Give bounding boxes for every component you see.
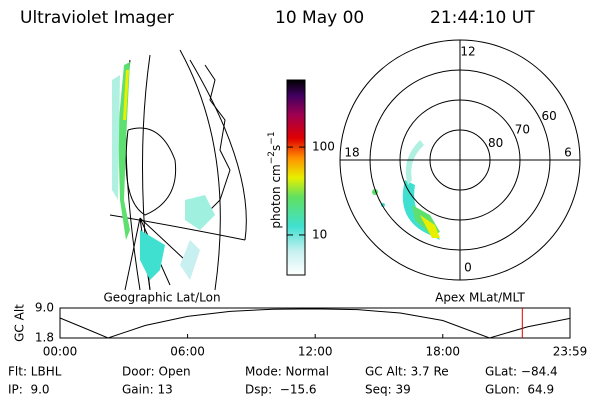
altitude-line bbox=[59, 308, 571, 339]
info-field: Gain: 13 bbox=[122, 383, 173, 397]
x-tick-label: 12:00 bbox=[298, 345, 333, 359]
time: 21:44:10 UT bbox=[430, 8, 535, 28]
exponent: −2 bbox=[267, 151, 277, 164]
info-field: Door: Open bbox=[122, 365, 191, 379]
colorbar bbox=[286, 79, 306, 276]
info-field: Seq: 39 bbox=[365, 383, 411, 397]
x-tick-label: 23:59 bbox=[553, 345, 588, 359]
panel-label: Geographic Lat/Lon bbox=[103, 291, 220, 305]
mlt-label: 0 bbox=[464, 261, 472, 275]
mlt-label: 6 bbox=[564, 146, 572, 160]
polar-image bbox=[372, 140, 440, 240]
x-tick-label: 18:00 bbox=[425, 345, 460, 359]
y-tick-label: 9.0 bbox=[35, 301, 54, 315]
info-field: Dsp: −15.6 bbox=[245, 383, 317, 397]
x-tick-label: 06:00 bbox=[170, 345, 205, 359]
y-tick-label: 1.8 bbox=[35, 331, 54, 345]
plot-frame bbox=[59, 307, 571, 339]
info-field: GLat: −84.4 bbox=[485, 365, 558, 379]
title: Ultraviolet Imager bbox=[20, 8, 174, 28]
y-axis-label: GC Alt bbox=[13, 304, 27, 342]
mlt-label: 12 bbox=[460, 45, 475, 59]
unit: photon cm bbox=[269, 164, 283, 228]
lat-label: 60 bbox=[541, 109, 556, 123]
mlt-label: 18 bbox=[344, 146, 359, 160]
panel-label: Apex MLat/MLT bbox=[435, 291, 525, 305]
info-field: GLon: 64.9 bbox=[485, 383, 554, 397]
geo-image bbox=[109, 49, 247, 291]
info-field: Mode: Normal bbox=[245, 365, 329, 379]
info-field: Flt: LBHL bbox=[8, 365, 62, 379]
x-tick-label: 00:00 bbox=[43, 345, 78, 359]
info-field: IP: 9.0 bbox=[8, 383, 50, 397]
date: 10 May 00 bbox=[275, 8, 364, 28]
colorbar-tick-label: 10 bbox=[312, 227, 327, 241]
colorbar-label: photon cm−2s−1 bbox=[267, 131, 283, 228]
lat-label: 80 bbox=[488, 136, 503, 150]
unit: s bbox=[269, 145, 283, 151]
info-field: GC Alt: 3.7 Re bbox=[365, 365, 449, 379]
exponent: −1 bbox=[267, 131, 277, 144]
colorbar-tick-label: 100 bbox=[312, 140, 335, 154]
lat-label: 70 bbox=[515, 123, 530, 137]
